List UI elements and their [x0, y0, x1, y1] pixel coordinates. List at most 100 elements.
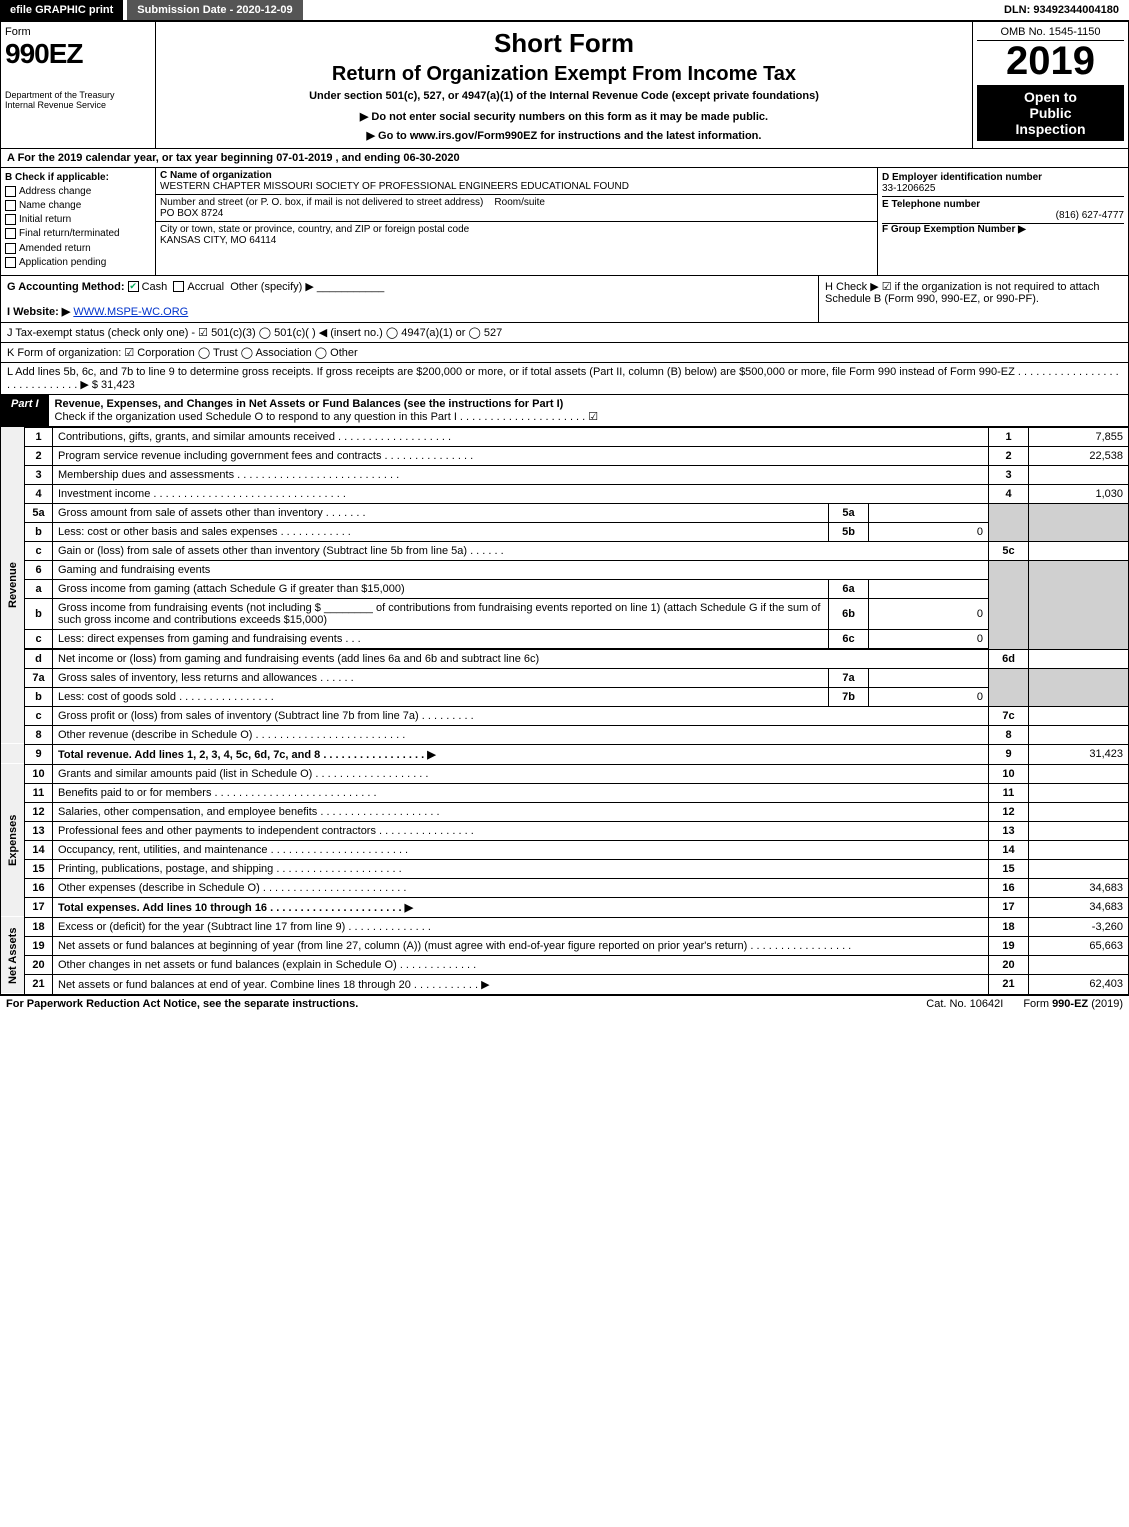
- line-num: 18: [25, 917, 53, 936]
- open-line-1: Open to: [1024, 89, 1077, 105]
- shaded-cell: [1029, 668, 1129, 706]
- line-num: 17: [25, 897, 53, 917]
- table-row: 13 Professional fees and other payments …: [1, 821, 1129, 840]
- street-value: PO BOX 8724: [160, 208, 223, 219]
- table-row: 6 Gaming and fundraising events: [1, 560, 1129, 579]
- chk-label: Application pending: [19, 257, 106, 268]
- line-desc: Occupancy, rent, utilities, and maintena…: [53, 840, 989, 859]
- line-col: 10: [989, 764, 1029, 783]
- info-grid: B Check if applicable: Address change Na…: [0, 168, 1129, 276]
- shaded-cell: [1029, 503, 1129, 541]
- sub-col: 6c: [829, 629, 869, 648]
- g-label: G Accounting Method:: [7, 281, 125, 293]
- line-amount: [1029, 706, 1129, 725]
- footer-right: Form 990-EZ (2019): [1023, 998, 1123, 1010]
- line-num: 4: [25, 484, 53, 503]
- table-row: 5a Gross amount from sale of assets othe…: [1, 503, 1129, 522]
- line-num: 10: [25, 764, 53, 783]
- line-amount: [1029, 955, 1129, 974]
- chk-address-change[interactable]: Address change: [5, 186, 151, 197]
- line-num: b: [25, 598, 53, 629]
- line-amount: [1029, 821, 1129, 840]
- sub-val: [869, 579, 989, 598]
- line-num: 16: [25, 878, 53, 897]
- sub-val: 0: [869, 687, 989, 706]
- line-desc: Gross income from gaming (attach Schedul…: [53, 579, 829, 598]
- line-amount: 34,683: [1029, 878, 1129, 897]
- line-col: 15: [989, 859, 1029, 878]
- chk-amended-return[interactable]: Amended return: [5, 243, 151, 254]
- chk-name-change[interactable]: Name change: [5, 200, 151, 211]
- table-row: c Gross profit or (loss) from sales of i…: [1, 706, 1129, 725]
- tax-year: 2019: [977, 41, 1124, 81]
- header-left: Form 990EZ Department of the Treasury In…: [1, 22, 156, 148]
- table-row: b Gross income from fundraising events (…: [1, 598, 1129, 629]
- form-header: Form 990EZ Department of the Treasury In…: [0, 21, 1129, 149]
- line-num: 11: [25, 783, 53, 802]
- table-row: 19 Net assets or fund balances at beginn…: [1, 936, 1129, 955]
- i-label: I Website: ▶: [7, 306, 70, 318]
- line-j: J Tax-exempt status (check only one) - ☑…: [0, 323, 1129, 343]
- line-desc: Investment income . . . . . . . . . . . …: [53, 484, 989, 503]
- line-col: 9: [989, 744, 1029, 764]
- line-amount: 22,538: [1029, 446, 1129, 465]
- chk-application-pending[interactable]: Application pending: [5, 257, 151, 268]
- header-center: Short Form Return of Organization Exempt…: [156, 22, 973, 148]
- table-row: 15 Printing, publications, postage, and …: [1, 859, 1129, 878]
- efile-print-button[interactable]: efile GRAPHIC print: [0, 0, 123, 20]
- chk-final-return[interactable]: Final return/terminated: [5, 228, 151, 239]
- table-row: Expenses 10 Grants and similar amounts p…: [1, 764, 1129, 783]
- line-col: 18: [989, 917, 1029, 936]
- l-text: L Add lines 5b, 6c, and 7b to line 9 to …: [7, 366, 1119, 391]
- line-col: 1: [989, 427, 1029, 446]
- table-row: 2 Program service revenue including gove…: [1, 446, 1129, 465]
- sub-col: 6a: [829, 579, 869, 598]
- line-amount: [1029, 764, 1129, 783]
- street-section: Number and street (or P. O. box, if mail…: [156, 195, 877, 222]
- group-exemption-label: F Group Exemption Number ▶: [882, 224, 1026, 235]
- line-col: 2: [989, 446, 1029, 465]
- chk-cash[interactable]: [128, 281, 139, 292]
- line-num: b: [25, 687, 53, 706]
- sub-col: 5b: [829, 522, 869, 541]
- table-row: 11 Benefits paid to or for members . . .…: [1, 783, 1129, 802]
- part-i-table: Revenue 1 Contributions, gifts, grants, …: [0, 427, 1129, 995]
- line-desc: Contributions, gifts, grants, and simila…: [53, 427, 989, 446]
- org-name-section: C Name of organization WESTERN CHAPTER M…: [156, 168, 877, 195]
- line-col: 7c: [989, 706, 1029, 725]
- sub-val: 0: [869, 522, 989, 541]
- line-num: c: [25, 541, 53, 560]
- under-section: Under section 501(c), 527, or 4947(a)(1)…: [162, 90, 966, 102]
- line-desc: Other changes in net assets or fund bala…: [53, 955, 989, 974]
- go-to-link[interactable]: ▶ Go to www.irs.gov/Form990EZ for instru…: [162, 129, 966, 142]
- line-amount: [1029, 649, 1129, 668]
- line-num: 15: [25, 859, 53, 878]
- part-i-check: Check if the organization used Schedule …: [55, 411, 599, 423]
- line-k: K Form of organization: ☑ Corporation ◯ …: [0, 343, 1129, 363]
- line-desc: Gross profit or (loss) from sales of inv…: [53, 706, 989, 725]
- table-row: Revenue 1 Contributions, gifts, grants, …: [1, 427, 1129, 446]
- revenue-side-label-end: [1, 744, 25, 764]
- line-amount: [1029, 465, 1129, 484]
- line-col: 17: [989, 897, 1029, 917]
- sub-col: 5a: [829, 503, 869, 522]
- form-label: Form: [5, 26, 151, 38]
- other-label: Other (specify) ▶: [230, 281, 314, 293]
- accrual-label: Accrual: [187, 281, 224, 293]
- table-row: 9 Total revenue. Add lines 1, 2, 3, 4, 5…: [1, 744, 1129, 764]
- line-amount: -3,260: [1029, 917, 1129, 936]
- page-footer: For Paperwork Reduction Act Notice, see …: [0, 995, 1129, 1012]
- line-col: 5c: [989, 541, 1029, 560]
- line-num: 8: [25, 725, 53, 744]
- ein-label: D Employer identification number: [882, 172, 1042, 183]
- chk-accrual[interactable]: [173, 281, 184, 292]
- chk-initial-return[interactable]: Initial return: [5, 214, 151, 225]
- line-amount: 7,855: [1029, 427, 1129, 446]
- table-row: a Gross income from gaming (attach Sched…: [1, 579, 1129, 598]
- line-desc: Grants and similar amounts paid (list in…: [53, 764, 989, 783]
- website-link[interactable]: WWW.MSPE-WC.ORG: [73, 306, 188, 318]
- line-desc: Gain or (loss) from sale of assets other…: [53, 541, 989, 560]
- table-row: 8 Other revenue (describe in Schedule O)…: [1, 725, 1129, 744]
- box-c: C Name of organization WESTERN CHAPTER M…: [156, 168, 878, 275]
- expenses-side-label: Expenses: [1, 764, 25, 917]
